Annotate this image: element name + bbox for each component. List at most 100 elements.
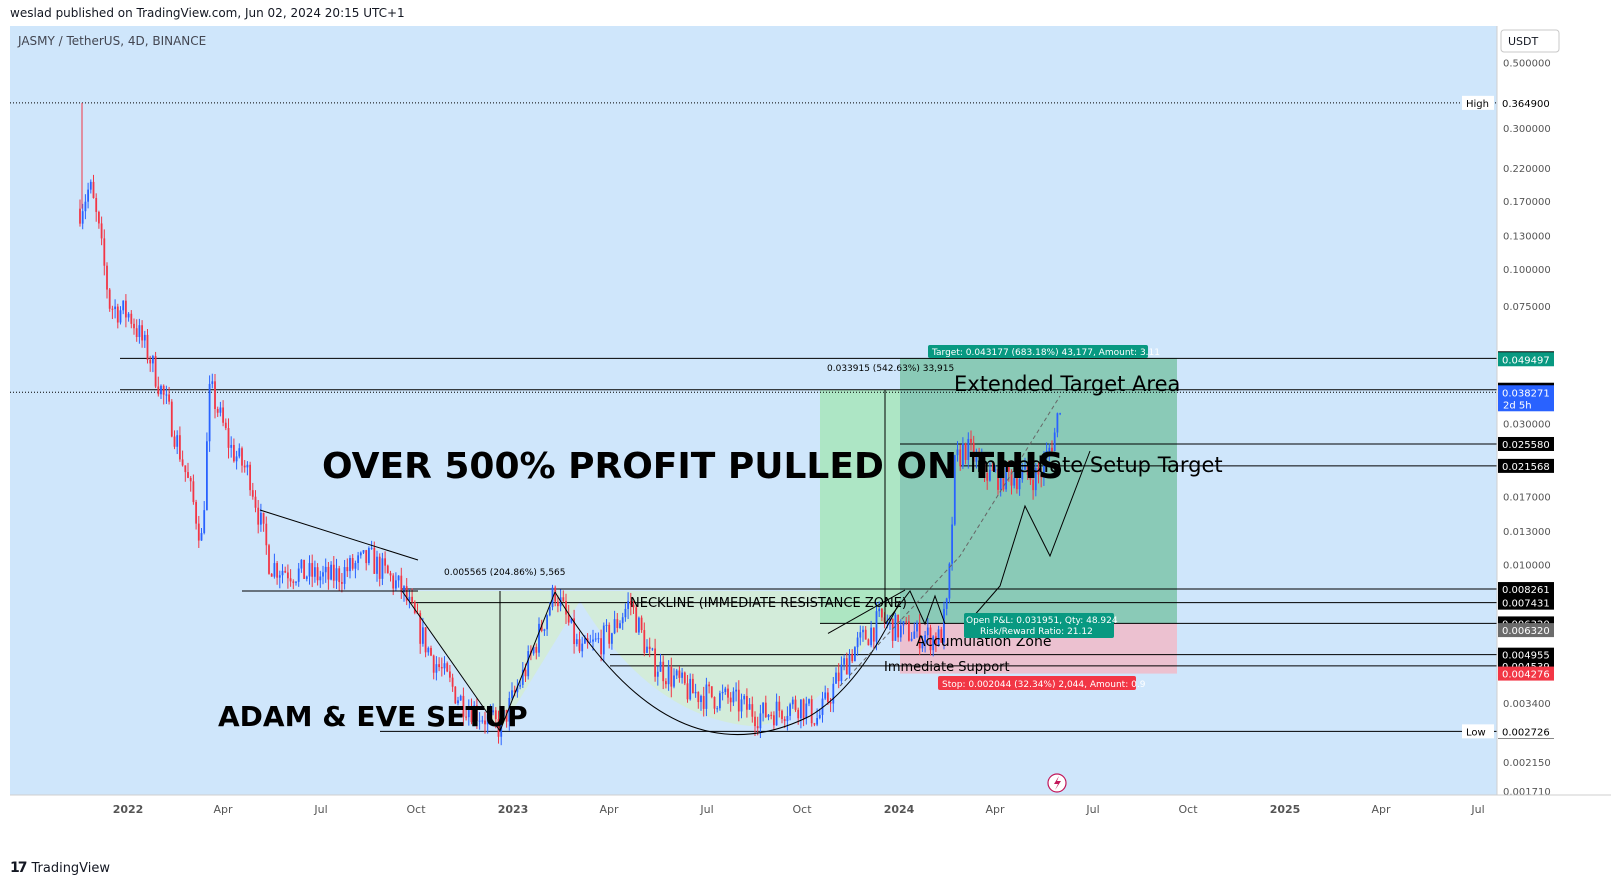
candle-body: [875, 611, 878, 642]
candle-body: [816, 717, 818, 725]
setup-text: ADAM & EVE SETUP: [218, 700, 528, 733]
candle-body: [632, 604, 635, 608]
y-tick-label: 0.030000: [1503, 420, 1551, 431]
candle-body: [845, 658, 848, 675]
candle-body: [835, 672, 837, 684]
candle-body: [473, 705, 476, 723]
price-label: 0.007431: [1502, 599, 1550, 610]
candle-body: [535, 646, 538, 653]
candle-body: [467, 708, 470, 718]
candle-body: [786, 715, 789, 722]
candle-body: [935, 636, 937, 646]
candle-body: [1010, 471, 1013, 486]
candle-body: [281, 570, 284, 576]
candle-body: [997, 469, 999, 490]
candle-body: [921, 642, 924, 649]
candle-body: [319, 576, 322, 581]
candle-body: [694, 691, 697, 694]
candle-body: [446, 663, 449, 672]
candle-body: [1048, 447, 1051, 452]
x-tick-label: Jul: [1470, 803, 1484, 816]
candle-body: [214, 381, 216, 410]
candle-body: [1029, 474, 1032, 480]
candle-body: [130, 313, 133, 324]
y-tick-label: 0.010000: [1503, 561, 1551, 572]
candle-body: [330, 564, 332, 580]
candle-body: [141, 325, 143, 341]
candle-body: [405, 586, 408, 601]
candle-body: [602, 625, 605, 655]
candle-body: [881, 608, 883, 618]
candle-body: [230, 444, 233, 448]
candle-body: [179, 435, 181, 460]
candle-body: [89, 181, 92, 190]
x-tick-label: Jul: [1085, 803, 1099, 816]
low-value-bg: [1498, 724, 1554, 739]
candle-body: [443, 663, 446, 669]
symbol-label: JASMY / TetherUS, 4D, BINANCE: [18, 34, 207, 48]
candle-body: [103, 238, 106, 266]
candle-body: [659, 661, 662, 672]
candle-body: [924, 635, 926, 643]
price-label-bg: [1498, 666, 1554, 681]
candle-body: [257, 507, 260, 525]
currency-label[interactable]: USDT: [1508, 35, 1539, 48]
candle-body: [783, 719, 786, 722]
stop-box: Stop: 0.002044 (32.34%) 2,044, Amount: 0…: [942, 680, 1146, 690]
candle-body: [1053, 432, 1056, 452]
candle-body: [332, 564, 335, 581]
candle-body: [716, 708, 719, 710]
candle-body: [827, 692, 829, 703]
candle-body: [1024, 465, 1026, 470]
candle-body: [497, 719, 500, 737]
candle-body: [972, 442, 975, 462]
candle-body: [392, 575, 395, 589]
candle-body: [146, 334, 149, 360]
footer-brand[interactable]: 17 TradingView: [10, 860, 110, 876]
price-label-bg: [1498, 582, 1554, 597]
chart-canvas[interactable]: OVER 500% PROFIT PULLED ON THIS ADAM & EV…: [10, 26, 1611, 851]
candle-body: [678, 670, 681, 678]
candle-body: [484, 720, 486, 725]
price-label-bg: [1498, 647, 1554, 662]
candle-body: [249, 464, 251, 491]
x-tick-label: Jul: [313, 803, 327, 816]
zigzag-small: [884, 590, 946, 626]
x-tick-label: Oct: [1178, 803, 1198, 816]
candle-body: [419, 613, 422, 644]
tradingview-logo-icon: 17: [10, 860, 28, 876]
candle-body: [222, 407, 224, 423]
candle-body: [859, 632, 862, 638]
candle-body: [667, 666, 670, 685]
candle-body: [978, 453, 980, 458]
candle-body: [462, 695, 465, 717]
high-value-bg: [1498, 95, 1554, 110]
candle-body: [408, 596, 411, 601]
y-tick-label: 0.130000: [1503, 231, 1551, 242]
price-label-bg: [1498, 458, 1554, 473]
eve-curve: [554, 591, 901, 736]
candle-body: [762, 702, 764, 714]
chart-area[interactable]: OVER 500% PROFIT PULLED ON THIS ADAM & EV…: [10, 26, 1611, 851]
high-tag: High: [1466, 99, 1489, 110]
candle-body: [1056, 413, 1059, 433]
candle-body: [735, 689, 737, 692]
candle-body: [403, 586, 405, 592]
candle-body: [840, 664, 843, 682]
adam-line-1: [401, 590, 501, 732]
candle-body: [635, 607, 638, 633]
target-box: Target: 0.043177 (683.18%) 43,177, Amoun…: [931, 348, 1160, 358]
candle-body: [160, 385, 162, 395]
candle-body: [92, 181, 95, 199]
candle-body: [260, 512, 262, 525]
candle-body: [648, 646, 651, 650]
candle-body: [440, 667, 443, 669]
candle-body: [127, 313, 130, 318]
candle-body: [370, 547, 373, 549]
candle-body: [994, 469, 997, 471]
candle-body: [813, 723, 816, 725]
candle-body: [967, 438, 970, 460]
candle-body: [152, 356, 154, 364]
candle-body: [254, 496, 257, 508]
candle-body: [719, 693, 721, 709]
